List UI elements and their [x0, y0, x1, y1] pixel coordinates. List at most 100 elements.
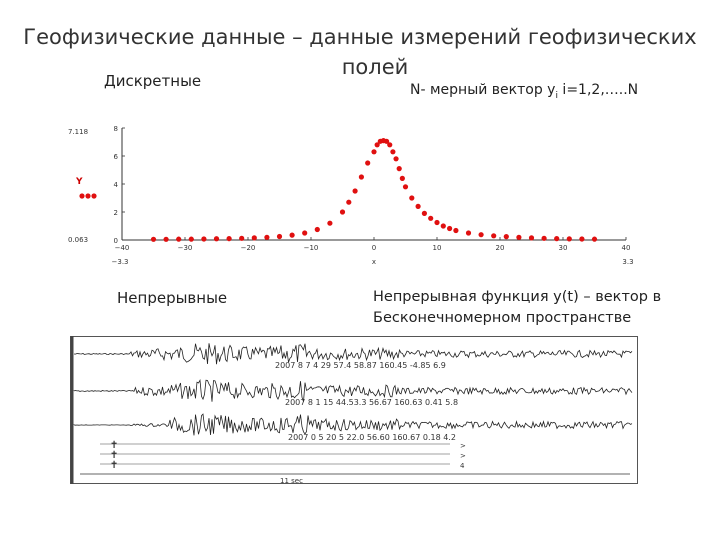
seismogram-figure: 2007 8 7 4 29 57.4 58.87 160.45 -4.85 6.…	[70, 336, 638, 485]
vector-label-suffix: i=1,2,…..N	[557, 82, 639, 98]
data-point	[374, 142, 380, 148]
trace-1-label: 2007 8 7 4 29 57.4 58.87 160.45 -4.85 6.…	[275, 361, 446, 370]
x-tick-label: 10	[433, 244, 442, 252]
data-point	[390, 149, 396, 155]
data-point	[150, 236, 157, 242]
y-tick-label: 6	[114, 153, 119, 161]
x-min-label: −3.3	[112, 258, 129, 266]
side-mark: >	[460, 442, 466, 450]
seismic-trace	[73, 343, 633, 365]
y-tick-label: 4	[114, 181, 119, 189]
data-point	[447, 225, 453, 232]
event-marker-icon: ✝	[110, 460, 118, 471]
data-point	[327, 220, 333, 226]
x-tick-label: −40	[115, 244, 130, 252]
y-series-label: Y	[75, 177, 83, 187]
data-point	[491, 233, 497, 239]
data-point	[478, 232, 484, 238]
x-tick-label: −30	[178, 244, 193, 252]
data-point	[554, 236, 560, 242]
data-point	[226, 236, 232, 242]
event-marker-icon: ✝	[110, 450, 118, 461]
data-point	[399, 175, 405, 181]
data-point	[387, 142, 393, 148]
y-min-label: 0.063	[68, 236, 88, 244]
data-point	[358, 174, 364, 180]
y-max-label: 7.118	[68, 128, 88, 136]
data-point	[371, 149, 377, 155]
data-point	[541, 235, 547, 241]
time-axis-label: 11 sec	[280, 477, 303, 485]
x-axis-label: x	[372, 258, 376, 266]
data-point	[579, 236, 585, 242]
data-point	[528, 235, 535, 241]
data-point	[213, 236, 220, 242]
data-point	[352, 188, 358, 194]
x-tick-label: −20	[241, 244, 256, 252]
continuous-desc-line-2: Бесконечномерном пространстве	[373, 310, 632, 326]
data-point	[409, 195, 415, 201]
data-point	[465, 230, 472, 236]
data-point	[453, 227, 459, 234]
seismic-trace	[73, 378, 633, 402]
data-point	[289, 232, 295, 238]
discrete-label: Дискретные	[104, 72, 202, 90]
data-point	[201, 236, 207, 242]
vector-label: N- мерный вектор yi i=1,2,…..N	[410, 82, 638, 101]
event-marker-icon: ✝	[110, 440, 118, 451]
data-point	[188, 236, 194, 242]
short-traces: ✝ ✝ ✝ > > 4	[100, 440, 466, 471]
vector-label-prefix: N- мерный вектор y	[410, 82, 556, 98]
y-tick-label: 8	[114, 125, 118, 133]
trace-3-label: 2007 0 5 20 5 22.0 56.60 160.67 0.18 4.2	[288, 433, 456, 442]
trace-2-label: 2007 8 1 15 44.53.3 56.67 160.63 0.41 5.…	[285, 398, 458, 407]
data-point	[591, 236, 598, 242]
data-point	[239, 235, 245, 241]
data-point	[264, 234, 270, 240]
continuous-label: Непрерывные	[117, 289, 228, 307]
data-point	[428, 215, 434, 221]
x-tick-label: 40	[622, 244, 631, 252]
data-point	[516, 234, 522, 240]
x-tick-label: −10	[304, 244, 319, 252]
data-point	[384, 138, 390, 144]
side-mark: >	[460, 452, 466, 460]
data-point	[176, 236, 182, 242]
y-tick-label: 0	[114, 237, 118, 245]
y-tick-label: 2	[114, 209, 118, 217]
continuous-desc-line-1: Непрерывная функция y(t) – вектор в	[373, 289, 662, 305]
legend-dot	[85, 193, 91, 199]
data-point	[440, 223, 446, 229]
page-title: Геофизические данные – данные измерений …	[0, 22, 720, 82]
x-max-label: 3.3	[622, 258, 633, 266]
data-point	[393, 156, 399, 162]
data-point	[415, 203, 421, 209]
data-point	[302, 230, 308, 236]
discrete-data-chart: −40 −30 −20 −10 0 10 20 30 40 0 2 4 6 8 7.118 Y 0.063 −3.…	[68, 125, 634, 266]
data-point	[402, 184, 409, 190]
data-point	[503, 234, 509, 240]
data-point	[365, 160, 371, 166]
title-line-1: Геофизические данные – данные измерений …	[23, 25, 697, 49]
x-tick-label: 20	[496, 244, 505, 252]
data-point	[396, 166, 402, 172]
data-point	[163, 236, 169, 242]
seismogram-frame	[70, 336, 638, 484]
seismogram-traces	[73, 343, 633, 436]
title-line-2: полей	[341, 55, 409, 79]
data-point	[251, 235, 257, 241]
legend-dot	[91, 193, 97, 199]
data-point	[276, 233, 283, 240]
data-point	[314, 226, 320, 233]
data-point	[434, 219, 440, 226]
data-point	[346, 199, 352, 205]
data-point	[339, 209, 346, 215]
x-tick-label: 30	[559, 244, 568, 252]
seismic-trace	[73, 413, 633, 436]
side-mark: 4	[460, 462, 465, 470]
vector-label-sub: i	[555, 90, 558, 101]
data-point	[566, 236, 572, 242]
legend-dot	[79, 193, 85, 199]
x-tick-label: 0	[372, 244, 376, 252]
data-point	[421, 210, 427, 216]
